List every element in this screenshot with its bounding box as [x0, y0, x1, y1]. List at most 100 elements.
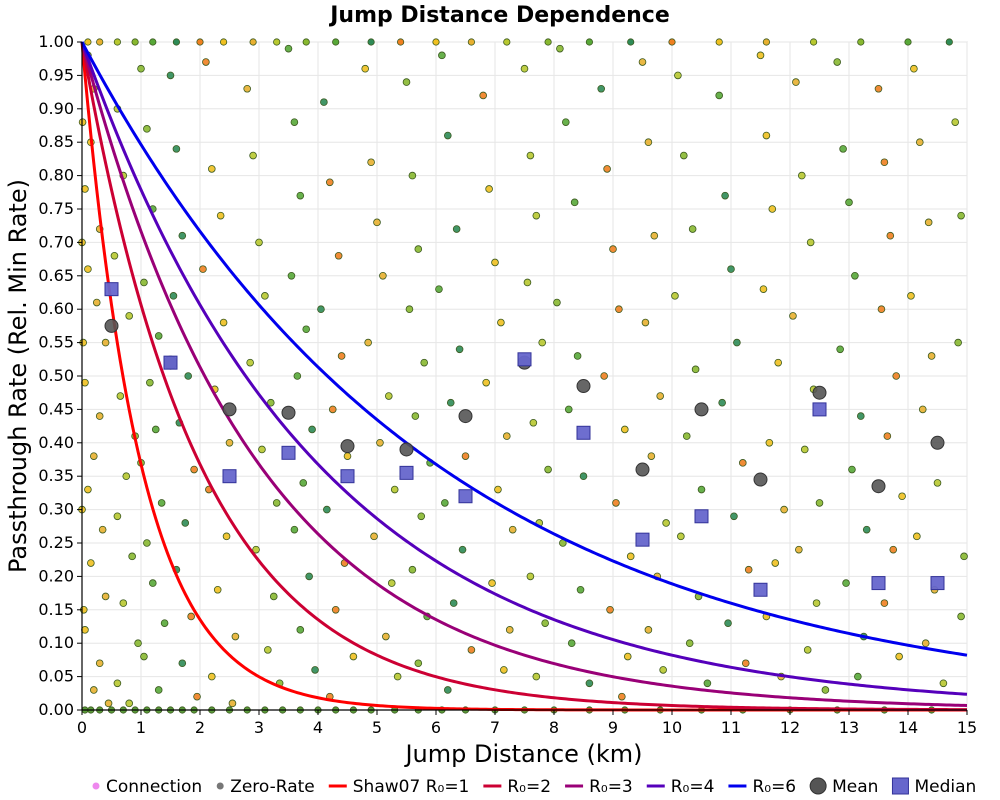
scatter-point [921, 639, 930, 647]
scatter-point [774, 358, 782, 367]
scatter-point [674, 71, 682, 80]
scatter-point [364, 338, 372, 347]
legend-item: R₀=2 [483, 777, 551, 797]
mean-marker [871, 479, 886, 494]
scatter-point [892, 372, 900, 380]
scatter-points [78, 38, 968, 714]
scatter-point [564, 405, 573, 414]
scatter-point [449, 599, 458, 607]
x-tick-label: 6 [431, 718, 441, 737]
gridlines [81, 41, 968, 711]
legend-point-icon [216, 782, 224, 790]
scatter-point [833, 58, 841, 66]
scatter-point [84, 485, 92, 494]
scatter-point [724, 619, 732, 627]
scatter-point [523, 278, 532, 287]
scatter-point [800, 445, 809, 454]
scatter-point [733, 338, 741, 347]
scatter-point [308, 425, 316, 434]
scatter-point [915, 138, 924, 147]
scatter-point [154, 686, 163, 694]
scatter-point [579, 472, 588, 481]
scatter-point [208, 165, 216, 173]
curve-r-=4 [80, 41, 968, 696]
scatter-point [913, 532, 921, 541]
scatter-point [836, 345, 844, 354]
scatter-point [387, 579, 396, 587]
scatter-point [659, 666, 667, 674]
x-tick-label: 15 [957, 718, 977, 737]
scatter-point [317, 305, 325, 314]
y-tick-label: 0.30 [38, 500, 74, 519]
scatter-point [290, 525, 299, 534]
legend-label: Shaw07 R₀=1 [353, 777, 470, 797]
median-marker [104, 282, 119, 297]
y-tick-label: 0.80 [38, 166, 74, 185]
scatter-point [553, 298, 561, 307]
scatter-point [482, 378, 490, 387]
scatter-point [856, 412, 865, 420]
scatter-point [927, 352, 936, 360]
scatter-point [889, 545, 898, 554]
x-tick-label: 12 [780, 718, 800, 737]
scatter-point [213, 585, 222, 594]
y-axis-title: Passthrough Rate (Rel. Min Rate) [4, 179, 32, 573]
scatter-point [417, 512, 426, 521]
scatter-point [532, 672, 541, 681]
scatter-point [411, 412, 420, 420]
scatter-point [290, 118, 299, 126]
y-tick-label: 0.10 [38, 633, 74, 652]
scatter-point [491, 258, 499, 267]
scatter-point [567, 639, 576, 647]
scatter-point [494, 485, 502, 494]
scatter-point [505, 626, 514, 634]
scatter-point [382, 632, 390, 641]
scatter-point [272, 499, 281, 507]
scatter-point [402, 78, 411, 86]
scatter-point [116, 392, 125, 400]
scatter-point [792, 78, 800, 86]
scatter-point [951, 118, 959, 126]
scatter-point [627, 38, 635, 46]
scatter-point [960, 552, 968, 561]
x-tick-label: 7 [490, 718, 500, 737]
median-marker [930, 576, 945, 591]
scatter-point [803, 646, 812, 654]
scatter-point [113, 679, 122, 688]
scatter-point [544, 465, 552, 474]
scatter-point [842, 579, 850, 587]
scatter-point [839, 145, 847, 153]
scatter-point [556, 44, 564, 53]
scatter-point [284, 44, 293, 53]
median-marker [163, 355, 178, 370]
y-tick-label: 0.45 [38, 399, 74, 418]
legend-label: Mean [832, 777, 878, 797]
scatter-point [119, 599, 128, 607]
scatter-point [954, 338, 962, 347]
scatter-point [526, 572, 535, 581]
scatter-point [178, 231, 187, 240]
scatter-point [756, 51, 765, 60]
mean-marker [635, 462, 650, 477]
legend-item: Zero-Rate [216, 777, 315, 797]
legend-label: Connection [106, 777, 202, 797]
scatter-point [603, 165, 611, 173]
scatter-point [293, 372, 302, 380]
legend-label: R₀=3 [589, 777, 633, 797]
scatter-point [812, 599, 821, 607]
legend-label: R₀=2 [507, 777, 551, 797]
scatter-point [178, 659, 187, 668]
scatter-point [299, 479, 308, 487]
scatter-point [113, 38, 122, 46]
scatter-point [438, 51, 446, 60]
x-tick-label: 2 [195, 718, 205, 737]
scatter-point [266, 398, 275, 407]
scatter-point [420, 358, 429, 367]
median-marker [399, 465, 414, 480]
scatter-point [196, 38, 204, 46]
scatter-point [561, 118, 570, 126]
y-tick-label: 0.95 [38, 65, 74, 84]
scatter-point [679, 151, 688, 160]
legend-point-icon [92, 782, 100, 790]
scatter-point [390, 485, 399, 494]
